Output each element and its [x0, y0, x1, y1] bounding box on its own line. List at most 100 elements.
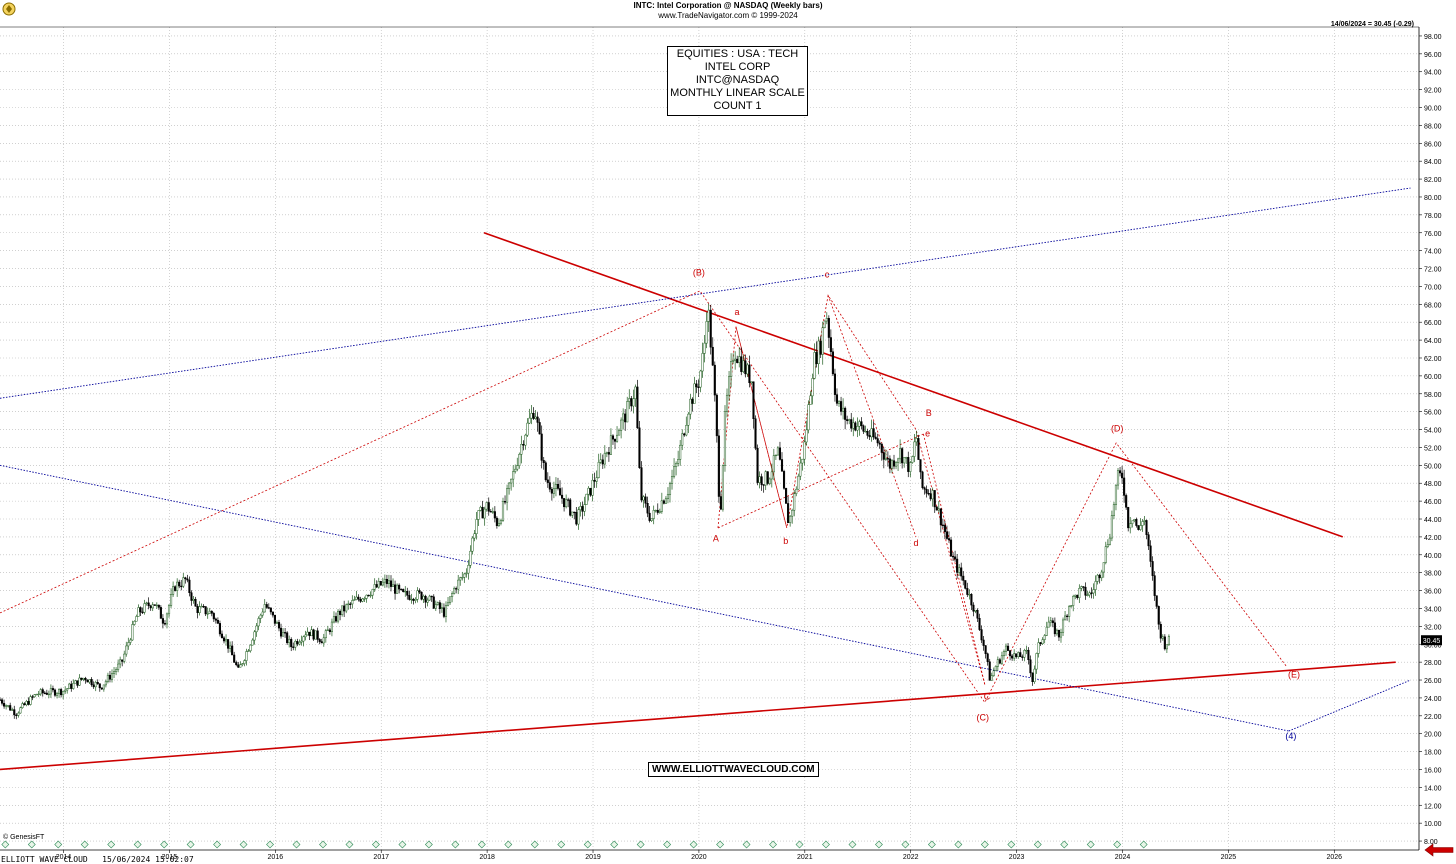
- price-body: [660, 500, 663, 512]
- price-body: [524, 434, 527, 446]
- price-body: [412, 598, 415, 601]
- price-body: [512, 471, 515, 480]
- price-body: [495, 517, 498, 526]
- price-body: [829, 337, 832, 352]
- y-tick-label: 92.00: [1424, 88, 1442, 95]
- price-body: [744, 360, 747, 375]
- wave-label: C: [984, 692, 991, 702]
- price-body: [994, 666, 997, 672]
- wave-label: b: [783, 536, 788, 546]
- price-body: [886, 458, 889, 460]
- price-body: [440, 607, 443, 609]
- y-tick-label: 84.00: [1424, 159, 1442, 166]
- price-body: [823, 320, 826, 328]
- back-arrow-icon[interactable]: [1424, 843, 1454, 862]
- price-body: [1015, 653, 1018, 657]
- price-body: [986, 653, 989, 662]
- price-body: [921, 471, 924, 488]
- event-marker-icon: [424, 840, 433, 849]
- price-body: [554, 484, 558, 489]
- price-body: [803, 441, 806, 460]
- price-body: [552, 488, 555, 494]
- price-body: [1106, 544, 1109, 547]
- price-body: [308, 631, 311, 637]
- event-marker-icon: [266, 840, 274, 849]
- price-body: [402, 589, 405, 592]
- price-body: [795, 488, 798, 494]
- y-tick-label: 38.00: [1424, 571, 1442, 578]
- price-body: [369, 594, 372, 597]
- price-body: [1114, 484, 1118, 505]
- price-body: [377, 581, 380, 588]
- price-body: [119, 659, 122, 665]
- price-body: [546, 479, 549, 483]
- price-body: [1155, 595, 1158, 607]
- price-body: [499, 520, 503, 524]
- price-body: [695, 383, 698, 388]
- price-body: [833, 373, 836, 395]
- price-body: [615, 434, 619, 442]
- logo-icon[interactable]: [2, 2, 16, 21]
- price-body: [691, 398, 694, 404]
- price-body: [133, 620, 136, 625]
- wave-line: [717, 294, 986, 685]
- price-body: [1031, 672, 1034, 682]
- x-tick-label: 2017: [373, 854, 389, 861]
- price-body: [316, 630, 319, 640]
- price-body: [742, 360, 745, 372]
- price-body: [852, 422, 855, 429]
- price-body: [878, 442, 881, 445]
- price-body: [958, 567, 961, 573]
- price-body: [945, 531, 949, 539]
- price-body: [410, 598, 413, 601]
- price-body: [990, 675, 993, 681]
- price-body: [37, 693, 40, 696]
- price-body: [161, 618, 164, 624]
- price-body: [1137, 525, 1140, 530]
- price-body: [432, 596, 435, 609]
- price-body: [730, 361, 733, 377]
- event-marker-icon: [716, 840, 725, 849]
- price-body: [387, 580, 391, 584]
- price-body: [974, 609, 977, 612]
- price-body: [35, 693, 38, 696]
- event-marker-icon: [689, 840, 698, 849]
- price-body: [835, 394, 839, 404]
- event-marker-icon: [795, 840, 804, 849]
- price-body: [241, 663, 244, 665]
- price-body: [98, 683, 101, 689]
- y-tick-label: 24.00: [1424, 696, 1442, 703]
- price-body: [785, 488, 788, 504]
- event-marker-icon: [583, 840, 592, 849]
- price-body: [996, 659, 999, 667]
- price-body: [962, 575, 965, 581]
- price-body: [727, 376, 731, 396]
- price-body: [237, 664, 240, 668]
- y-tick-label: 52.00: [1424, 445, 1442, 452]
- price-body: [819, 340, 822, 355]
- price-body: [1161, 636, 1164, 639]
- price-body: [516, 465, 519, 470]
- wave-label: e: [925, 429, 930, 439]
- price-body: [630, 398, 633, 407]
- price-body: [905, 457, 908, 459]
- price-body: [108, 674, 112, 680]
- chart-grid: [0, 27, 1419, 850]
- price-body: [233, 654, 236, 663]
- price-body: [809, 395, 812, 405]
- price-body: [941, 524, 944, 526]
- price-body: [689, 398, 692, 415]
- price-body: [55, 693, 59, 696]
- price-body: [247, 650, 250, 652]
- price-body: [1033, 668, 1036, 682]
- price-body: [155, 604, 158, 607]
- price-body: [131, 624, 134, 641]
- price-body: [844, 407, 847, 420]
- price-body: [82, 677, 85, 680]
- y-tick-label: 68.00: [1424, 302, 1442, 309]
- y-tick-label: 20.00: [1424, 732, 1442, 739]
- price-body: [526, 422, 529, 436]
- price-body: [772, 455, 775, 473]
- price-body: [725, 394, 729, 412]
- price-body: [860, 421, 863, 427]
